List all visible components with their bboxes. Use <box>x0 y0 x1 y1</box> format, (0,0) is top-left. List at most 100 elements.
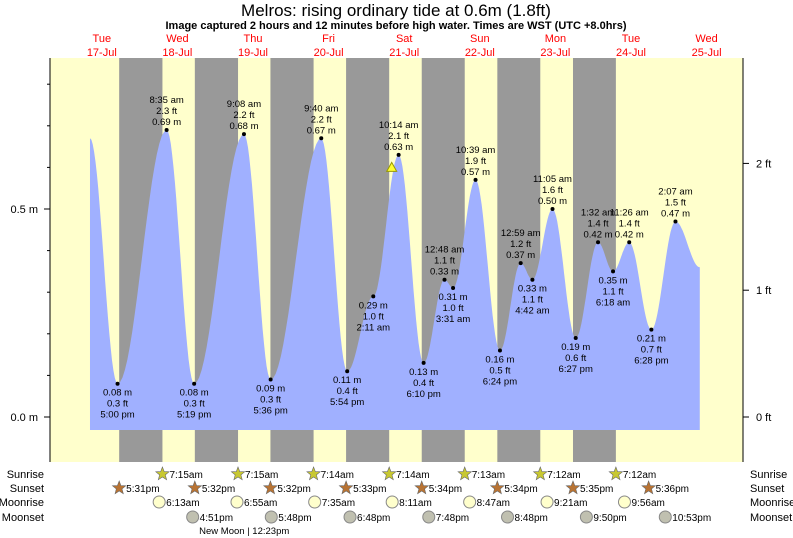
tide-m-label: 0.47 m <box>661 208 690 219</box>
tide-ft-label: 1.1 ft <box>522 295 543 306</box>
tide-point <box>473 177 478 182</box>
tide-time-label: 2:07 am <box>658 186 692 197</box>
tide-point <box>115 381 120 386</box>
right-axis-label: 0 ft <box>756 412 771 424</box>
tide-m-label: 0.16 m <box>485 354 514 365</box>
day-label-date: 23-Jul <box>540 47 570 59</box>
day-label-dow: Wed <box>166 33 188 45</box>
sunrise-time: 7:15am <box>245 470 278 481</box>
tide-m-label: 0.50 m <box>538 196 567 207</box>
tide-ft-label: 2.1 ft <box>388 131 409 142</box>
tide-time-label: 3:31 am <box>436 314 470 325</box>
tide-time-label: 6:10 pm <box>406 389 440 400</box>
tide-m-label: 0.42 m <box>584 229 613 240</box>
tide-ft-label: 1.4 ft <box>619 218 640 229</box>
sunrise-row-label-right: Sunrise <box>750 469 787 481</box>
day-label-date: 24-Jul <box>616 47 646 59</box>
tide-time-label: 11:05 am <box>533 174 572 185</box>
tide-time-label: 10:14 am <box>379 120 419 131</box>
sunset-time: 5:35pm <box>580 484 613 495</box>
sunset-sun-icon <box>641 480 657 495</box>
moonrise-time: 7:35am <box>322 498 355 509</box>
sunset-sun-icon <box>262 480 278 495</box>
right-axis-label: 2 ft <box>756 158 771 170</box>
day-label-dow: Tue <box>622 33 641 45</box>
moonset-time: 6:48pm <box>357 513 390 524</box>
tide-time-label: 5:36 pm <box>253 406 287 417</box>
moonrise-time: 8:47am <box>477 498 510 509</box>
moonrise-time: 6:55am <box>244 498 277 509</box>
left-axis-label: 0.5 m <box>10 204 38 216</box>
sunrise-sun-icon <box>457 466 473 481</box>
chart-title: Melros: rising ordinary tide at 0.6m (1.… <box>241 1 551 20</box>
moonset-time: 10:53pm <box>672 513 711 524</box>
tide-time-label: 10:39 am <box>456 145 496 156</box>
moonset-moon-icon <box>658 510 672 524</box>
tide-ft-label: 2.3 ft <box>156 106 177 117</box>
sunset-sun-icon <box>414 480 430 495</box>
moonset-row-label-right: Moonset <box>750 512 792 524</box>
sunset-sun-icon <box>489 480 505 495</box>
tide-time-label: 6:18 am <box>596 297 630 308</box>
sunset-sun-icon <box>111 480 127 495</box>
sunrise-time: 7:14am <box>396 470 429 481</box>
sunset-sun-icon <box>338 480 354 495</box>
sunrise-time: 7:12am <box>547 470 580 481</box>
sunrise-sun-icon <box>154 466 170 481</box>
moonset-time: 4:51pm <box>200 513 233 524</box>
sunset-time: 5:34pm <box>429 484 462 495</box>
tide-m-label: 0.57 m <box>461 167 490 178</box>
tide-point <box>164 127 169 132</box>
sunset-time: 5:36pm <box>656 484 689 495</box>
chart-subtitle: Image captured 2 hours and 12 minutes be… <box>165 20 626 32</box>
tide-point <box>611 269 616 274</box>
tide-time-label: 12:48 am <box>425 245 465 256</box>
tide-ft-label: 1.1 ft <box>434 256 455 267</box>
day-label-dow: Thu <box>244 33 263 45</box>
day-labels: Tue 17-Jul Wed 18-Jul Thu 19-Jul Fri 20-Jul Sat 2… <box>87 33 722 59</box>
left-axis-label: 0.0 m <box>10 412 38 424</box>
moonset-moon-icon <box>343 510 357 524</box>
sunrise-sun-icon <box>306 466 322 481</box>
tide-m-label: 0.42 m <box>615 229 644 240</box>
tide-ft-label: 0.5 ft <box>489 365 510 376</box>
moonrise-moon-icon <box>617 495 631 509</box>
tide-m-label: 0.63 m <box>384 142 413 153</box>
tide-time-label: 6:28 pm <box>634 356 668 367</box>
day-label-dow: Tue <box>93 33 112 45</box>
sunset-sun-icon <box>187 480 203 495</box>
sunrise-row-label: Sunrise <box>7 469 44 481</box>
sunrise-time: 7:14am <box>321 470 354 481</box>
current-tide-marker <box>385 161 398 172</box>
tide-m-label: 0.08 m <box>103 388 132 399</box>
sunrise-time: 7:15am <box>169 470 202 481</box>
tide-ft-label: 0.3 ft <box>260 395 281 406</box>
moonrise-moon-icon <box>385 495 399 509</box>
tide-time-label: 6:24 pm <box>483 376 517 387</box>
tide-point <box>530 277 535 282</box>
tide-ft-label: 1.5 ft <box>665 197 686 208</box>
tide-point <box>421 360 426 365</box>
right-axis-label: 1 ft <box>756 285 771 297</box>
tide-area <box>89 130 700 430</box>
tide-ft-label: 1.9 ft <box>465 156 486 167</box>
tide-ft-label: 0.4 ft <box>413 378 434 389</box>
tide-ft-label: 2.2 ft <box>311 114 332 125</box>
moonrise-moon-icon <box>463 495 477 509</box>
moonset-moon-icon <box>186 510 200 524</box>
tide-point <box>518 261 523 266</box>
tide-m-label: 0.19 m <box>561 342 590 353</box>
tide-time-label: 5:19 pm <box>177 410 211 421</box>
sunset-time: 5:31pm <box>126 484 159 495</box>
moonset-moon-icon <box>264 510 278 524</box>
moonrise-row-label: Moonrise <box>0 497 44 509</box>
tide-time-label: 2:11 am <box>356 322 390 333</box>
day-label-dow: Wed <box>695 33 717 45</box>
tide-time-label: 8:35 am <box>149 95 183 106</box>
tide-m-label: 0.21 m <box>637 334 666 345</box>
tide-ft-label: 1.4 ft <box>587 218 608 229</box>
moonset-time: 5:48pm <box>278 513 311 524</box>
moonrise-time: 6:13am <box>166 498 199 509</box>
tide-time-label: 1:32 am <box>581 207 615 218</box>
